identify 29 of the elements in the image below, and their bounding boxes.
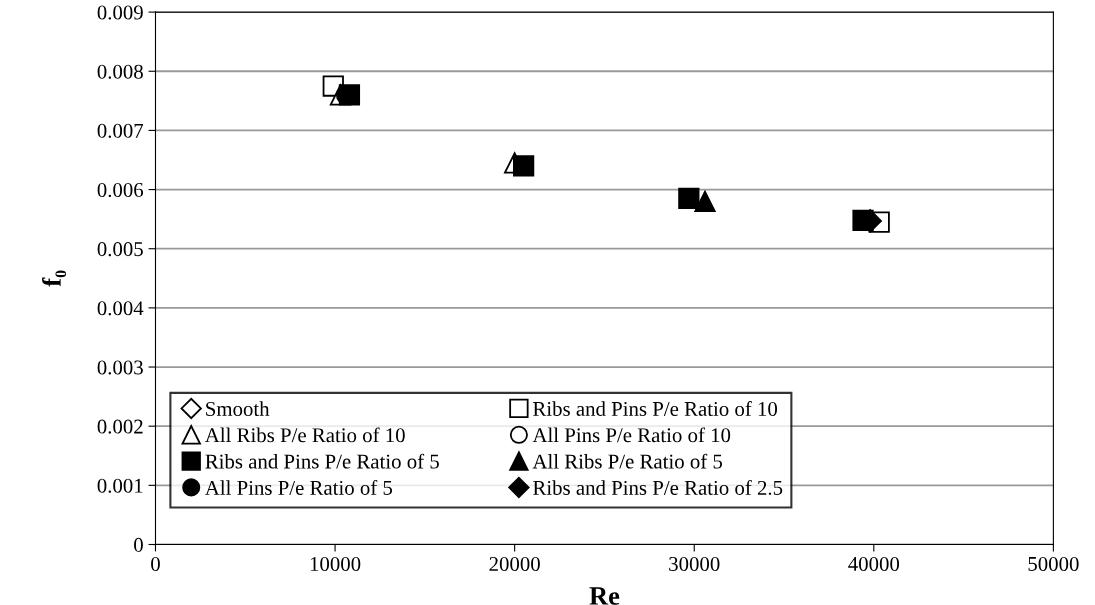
point (694, 190, 716, 213)
y-tick-label: 0.009 (97, 5, 143, 20)
x-tick-label: 20000 (489, 556, 540, 571)
x-tick-label: 40000 (848, 556, 900, 571)
legend-label: All Ribs P/e Ratio of 5 (532, 453, 723, 469)
y-tick-label: 0.004 (97, 301, 144, 316)
legend-label: Ribs and Pins P/e Ratio of 2.5 (533, 480, 783, 495)
point (513, 155, 535, 177)
y-axis-title: f₀ (42, 270, 67, 287)
x-tick-label: 30000 (669, 556, 720, 571)
y-tick-label: 0.007 (97, 123, 144, 138)
legend-label: Ribs and Pins P/e Ratio of 10 (533, 401, 778, 416)
legend-label: All Ribs P/e Ratio of 10 (204, 427, 405, 443)
y-tick-label: 0.001 (97, 478, 143, 493)
legend-label: Ribs and Pins P/e Ratio of 5 (205, 453, 439, 469)
x-tick-label: 0 (151, 556, 160, 571)
y-tick-label: 0.008 (97, 64, 143, 79)
legend-label: All Pins P/e Ratio of 5 (204, 480, 393, 495)
x-tick-label: 50000 (1028, 556, 1079, 571)
y-tick-label: 0.002 (97, 419, 143, 434)
x-tick-label: 10000 (310, 556, 361, 571)
legend-label: Smooth (206, 401, 270, 416)
point (678, 187, 700, 210)
legend-label: All Pins P/e Ratio of 10 (532, 427, 731, 443)
x-axis-title: Re (589, 587, 620, 605)
y-tick-label: 0.006 (97, 182, 144, 198)
y-tick-label: 0 (134, 537, 143, 552)
y-tick-label: 0.005 (97, 242, 143, 257)
y-tick-label: 0.003 (97, 360, 143, 375)
